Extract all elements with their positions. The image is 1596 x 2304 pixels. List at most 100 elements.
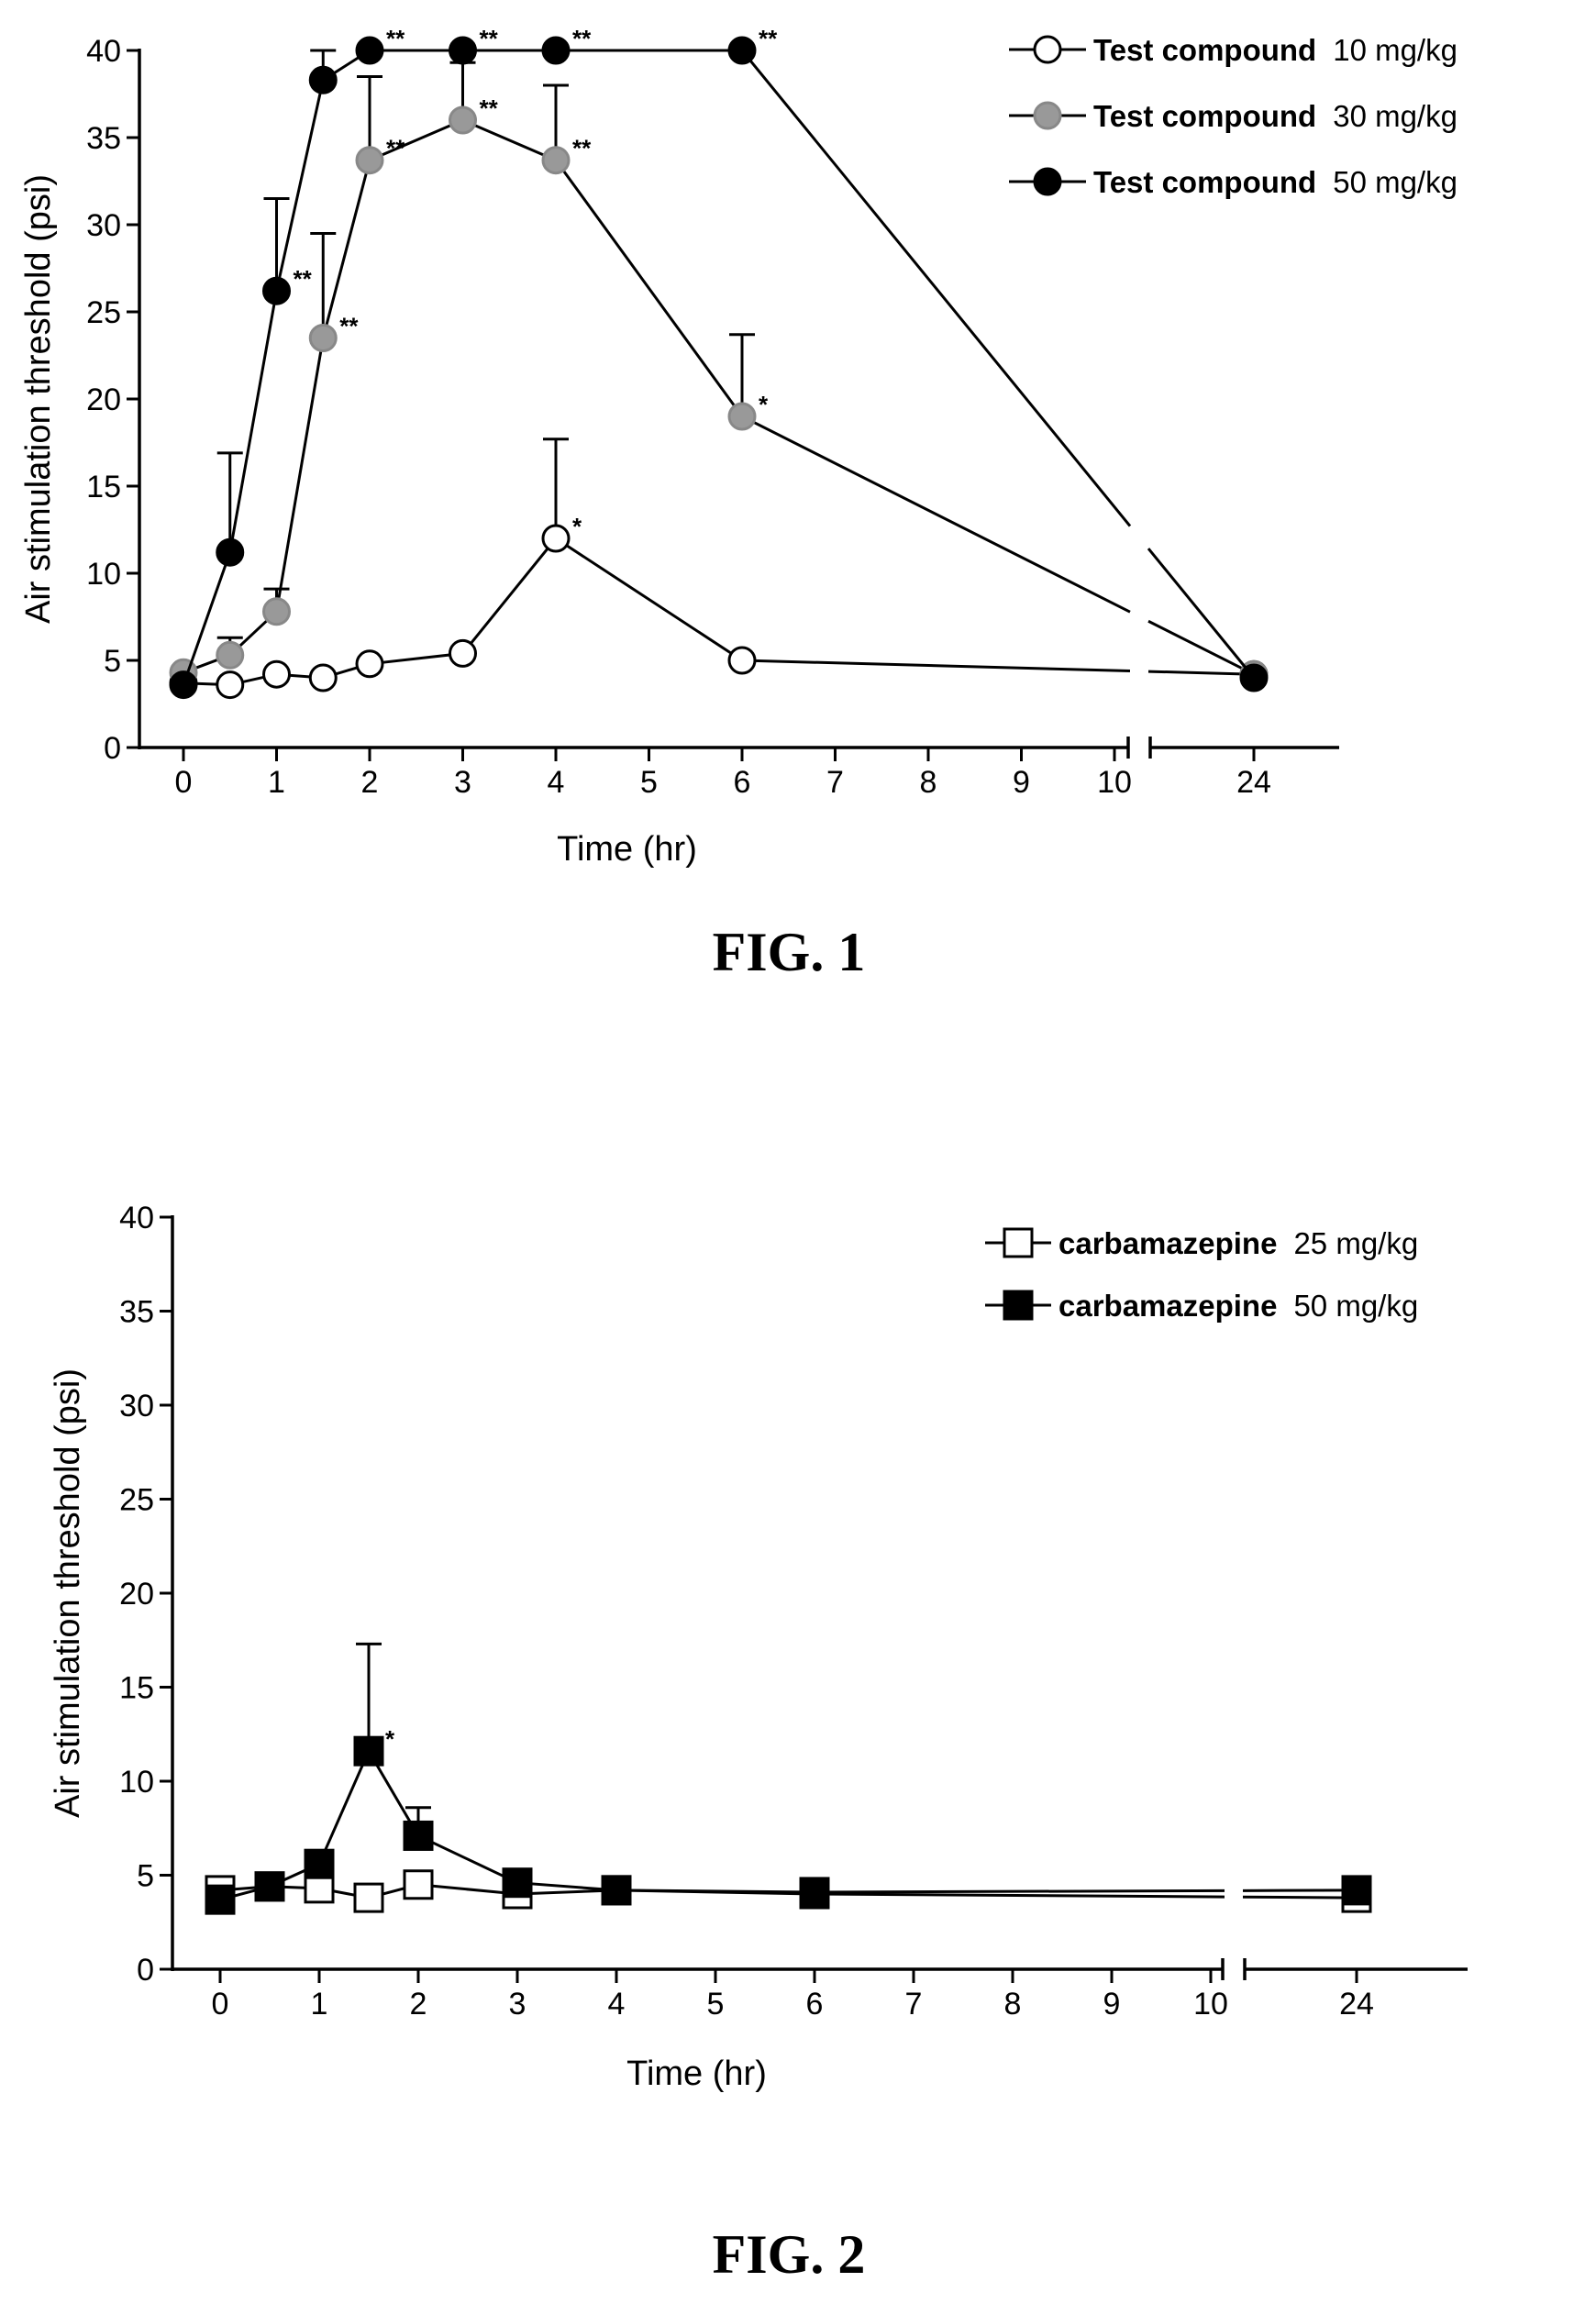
y-tick-label: 40 xyxy=(86,34,121,69)
legend-label: carbamazepine 50 mg/kg xyxy=(1058,1289,1418,1323)
series-3: **** ** ** ** xyxy=(169,25,1269,700)
legend-entry: carbamazepine 25 mg/kg xyxy=(985,1226,1418,1260)
x-tick-label: 24 xyxy=(1236,765,1271,800)
y-tick-label: 15 xyxy=(119,1671,154,1706)
x-tick-label: 5 xyxy=(707,1987,725,2022)
fig-2-caption: FIG. 2 xyxy=(713,2224,866,2285)
data-point xyxy=(254,1871,285,1902)
x-tick-label: 10 xyxy=(1097,765,1132,800)
significance-mark: ** xyxy=(294,265,313,293)
legend-series-name: Test compound xyxy=(1093,99,1316,133)
legend-marker xyxy=(1033,35,1062,64)
y-tick-label: 25 xyxy=(119,1483,154,1518)
y-axis-title: Air stimulation threshold (psi) xyxy=(49,1368,87,1818)
data-point xyxy=(262,597,291,626)
data-point xyxy=(308,324,338,352)
significance-mark: ** xyxy=(339,313,359,340)
data-point xyxy=(502,1867,533,1899)
x-tick-label: 9 xyxy=(1103,1987,1121,2022)
series-line xyxy=(183,118,1255,676)
legend-label: Test compound 50 mg/kg xyxy=(1093,165,1457,199)
legend-label: Test compound 30 mg/kg xyxy=(1093,99,1457,133)
legend-label: carbamazepine 25 mg/kg xyxy=(1058,1226,1418,1260)
x-tick-label: 1 xyxy=(268,765,285,800)
legend-dose: 10 mg/kg xyxy=(1333,33,1457,67)
data-point xyxy=(216,640,245,670)
data-point xyxy=(262,659,291,689)
legend-label: Test compound 10 mg/kg xyxy=(1093,33,1457,67)
legend-dose: 30 mg/kg xyxy=(1333,99,1457,133)
legend-marker xyxy=(1033,167,1062,196)
legend-marker xyxy=(1033,101,1062,130)
significance-mark: * xyxy=(385,1725,395,1753)
x-tick-label: 2 xyxy=(361,765,379,800)
data-point xyxy=(169,670,198,700)
data-point xyxy=(403,1869,434,1900)
data-point xyxy=(304,1848,335,1879)
y-tick-label: 0 xyxy=(137,1953,154,1988)
legend-entry: Test compound 10 mg/kg xyxy=(1009,33,1457,67)
x-tick-label: 9 xyxy=(1013,765,1030,800)
x-tick-label: 7 xyxy=(905,1987,923,2022)
data-point xyxy=(308,65,338,94)
data-point xyxy=(1341,1875,1372,1906)
x-tick-label: 8 xyxy=(1004,1987,1022,2022)
x-tick-label: 3 xyxy=(509,1987,526,2022)
data-point xyxy=(205,1884,236,1915)
y-tick-label: 5 xyxy=(104,644,121,679)
data-point xyxy=(355,649,384,679)
y-tick-label: 35 xyxy=(119,1295,154,1330)
data-point xyxy=(727,646,757,675)
y-tick-label: 20 xyxy=(119,1577,154,1612)
y-tick-label: 10 xyxy=(86,557,121,592)
y-tick-label: 30 xyxy=(86,208,121,243)
legend-entry: Test compound 50 mg/kg xyxy=(1009,165,1457,199)
series-line xyxy=(219,1747,1358,1901)
significance-mark: ** xyxy=(572,25,592,52)
data-point xyxy=(403,1820,434,1851)
fig-2-chart: 0 5 10 15 20 25 30 35 40 0 1 2 3 4 5 6 7 8 9 10 24 Time (hr) A… xyxy=(49,1201,1468,2093)
significance-mark: ** xyxy=(386,25,405,52)
data-point xyxy=(541,524,571,553)
data-point xyxy=(353,1882,384,1913)
data-point xyxy=(541,36,571,65)
data-point xyxy=(449,638,477,668)
x-tick-label: 8 xyxy=(920,765,937,800)
x-axis-title: Time (hr) xyxy=(626,2055,767,2093)
legend-dose: 50 mg/kg xyxy=(1293,1289,1418,1323)
significance-mark: ** xyxy=(759,25,778,52)
data-point xyxy=(353,1735,384,1767)
data-point xyxy=(355,146,384,175)
y-tick-label: 10 xyxy=(119,1765,154,1800)
legend-series-name: Test compound xyxy=(1093,33,1316,67)
data-point xyxy=(799,1877,830,1908)
data-point xyxy=(449,36,477,65)
significance-mark: ** xyxy=(386,135,405,162)
x-tick-label: 5 xyxy=(640,765,658,800)
x-tick-label: 6 xyxy=(734,765,751,800)
data-point xyxy=(541,146,571,175)
data-point xyxy=(1239,663,1269,692)
legend-series-name: carbamazepine xyxy=(1058,1289,1277,1323)
x-tick-label: 3 xyxy=(454,765,471,800)
x-tick-label: 6 xyxy=(806,1987,824,2022)
legend-entry: carbamazepine 50 mg/kg xyxy=(985,1289,1418,1323)
data-point xyxy=(727,402,757,431)
x-tick-label: 4 xyxy=(608,1987,626,2022)
x-tick-label: 7 xyxy=(826,765,844,800)
significance-mark: * xyxy=(572,513,582,540)
x-axis-title: Time (hr) xyxy=(557,830,697,869)
x-tick-label: 0 xyxy=(212,1987,229,2022)
significance-mark: ** xyxy=(480,94,499,122)
series-line xyxy=(182,49,1256,686)
data-point xyxy=(601,1875,632,1906)
legend-marker xyxy=(1003,1227,1034,1258)
y-tick-label: 25 xyxy=(86,295,121,330)
y-tick-label: 5 xyxy=(137,1859,154,1894)
y-tick-label: 40 xyxy=(119,1201,154,1235)
x-tick-label: 24 xyxy=(1339,1987,1374,2022)
y-tick-label: 30 xyxy=(119,1389,154,1423)
significance-mark: * xyxy=(759,391,769,418)
significance-mark: ** xyxy=(480,25,499,52)
